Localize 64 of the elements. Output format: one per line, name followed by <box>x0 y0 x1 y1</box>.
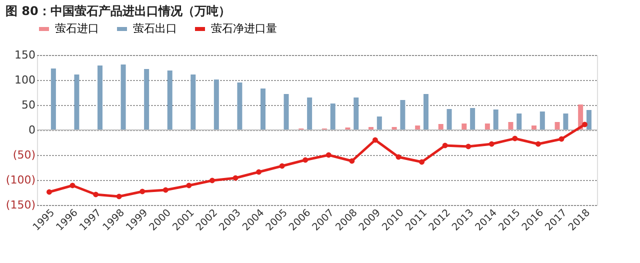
bar <box>50 68 56 130</box>
point <box>558 136 564 142</box>
bar <box>446 109 452 130</box>
y-tick-label: (100) <box>6 174 36 186</box>
point <box>70 182 76 188</box>
y-tick-label: (150) <box>6 198 36 212</box>
point <box>93 192 99 198</box>
bar <box>563 114 568 130</box>
y-tick-label: 150 <box>14 48 36 62</box>
bar <box>586 110 592 130</box>
bar <box>554 122 560 130</box>
bar <box>167 70 172 130</box>
y-tick-label: 0 <box>28 124 36 136</box>
bar <box>400 100 406 130</box>
bar <box>214 80 219 130</box>
bar <box>354 98 359 130</box>
bar <box>144 69 150 130</box>
point <box>116 194 122 200</box>
point <box>302 157 308 163</box>
bar <box>237 82 242 130</box>
point <box>140 188 146 194</box>
point <box>256 169 262 175</box>
y-tick-label: (50) <box>12 148 36 162</box>
bar <box>330 104 336 130</box>
point <box>535 141 541 147</box>
point <box>232 175 238 181</box>
legend-label: 萤石进口 <box>55 22 99 35</box>
point <box>46 189 52 195</box>
point <box>419 159 425 165</box>
bar <box>376 116 382 130</box>
bar <box>190 74 196 130</box>
bar <box>462 124 467 130</box>
point <box>442 142 448 148</box>
point <box>326 152 332 158</box>
point <box>162 187 168 193</box>
point <box>396 154 402 160</box>
bar <box>98 66 102 130</box>
bar <box>493 110 498 130</box>
legend-label: 萤石出口 <box>133 22 177 35</box>
bar <box>484 124 490 130</box>
bar <box>120 64 126 130</box>
y-tick-label: 100 <box>14 74 36 86</box>
chart-title: 图 80：中国萤石产品进出口情况（万吨） <box>5 4 230 18</box>
bar <box>540 112 545 130</box>
point <box>186 182 192 188</box>
legend-label: 萤石净进口量 <box>211 22 277 35</box>
point <box>582 122 588 128</box>
bar <box>307 98 312 130</box>
point <box>349 158 355 164</box>
bar <box>516 114 522 130</box>
point <box>209 178 215 184</box>
bar <box>423 94 428 130</box>
point <box>512 136 518 142</box>
bar <box>438 124 444 130</box>
bar <box>470 108 476 130</box>
bar <box>284 94 289 130</box>
point <box>372 137 378 143</box>
bar <box>74 74 80 130</box>
point <box>466 144 472 150</box>
bar <box>260 88 266 130</box>
point <box>279 163 285 169</box>
y-tick-label: 50 <box>22 98 36 112</box>
point <box>488 141 494 147</box>
bar <box>508 122 514 130</box>
